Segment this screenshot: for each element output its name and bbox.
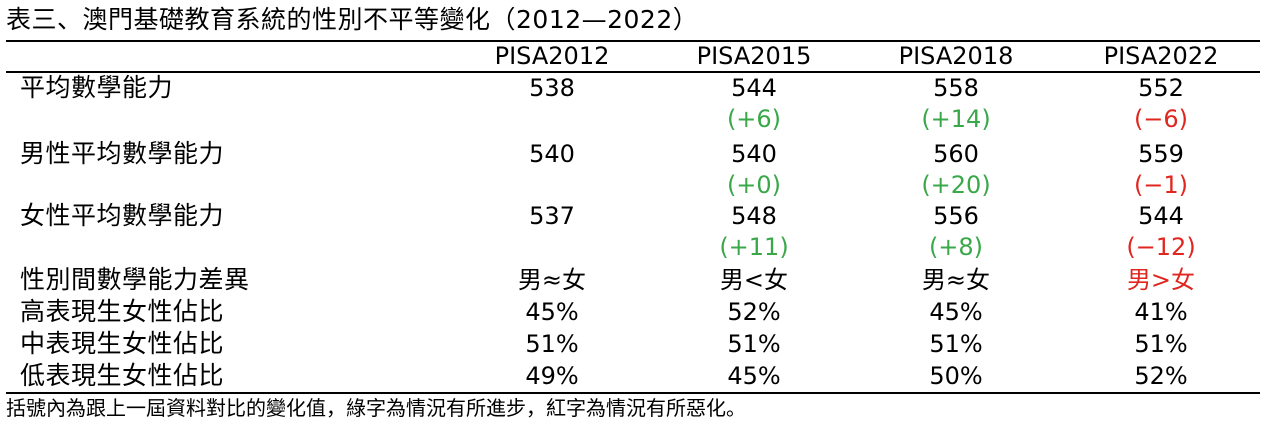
change-average-math-2015: (+6) bbox=[726, 105, 782, 133]
table-footnote: 括號內為跟上一屆資料對比的變化值，綠字為情況有所進步，紅字為情況有所惡化。 bbox=[6, 396, 746, 420]
table-title: 表三、澳門基礎教育系統的性別不平等變化（2012—2022） bbox=[6, 5, 699, 34]
bottom-rule bbox=[6, 392, 1260, 394]
cell-high-performer-2018: 45% bbox=[929, 298, 983, 326]
cell-female-math-2022: 544 bbox=[1138, 202, 1184, 230]
cell-male-math-2015: 540 bbox=[731, 140, 777, 168]
change-male-math-2018: (+20) bbox=[921, 171, 991, 199]
top-rule bbox=[6, 40, 1260, 42]
cell-high-performer-2022: 41% bbox=[1134, 298, 1188, 326]
cell-average-math-2018: 558 bbox=[933, 74, 979, 102]
cell-gender-gap-2012: 男≈女 bbox=[517, 266, 587, 294]
header-rule bbox=[6, 71, 1260, 73]
cell-mid-performer-2018: 51% bbox=[929, 330, 983, 358]
cell-average-math-2015: 544 bbox=[731, 74, 777, 102]
cell-mid-performer-2015: 51% bbox=[727, 330, 781, 358]
column-header-pisa2015: PISA2015 bbox=[696, 42, 812, 70]
column-header-pisa2018: PISA2018 bbox=[898, 42, 1014, 70]
cell-mid-performer-2022: 51% bbox=[1134, 330, 1188, 358]
change-male-math-2022: (−1) bbox=[1133, 171, 1189, 199]
cell-high-performer-2015: 52% bbox=[727, 298, 781, 326]
cell-male-math-2022: 559 bbox=[1138, 140, 1184, 168]
cell-female-math-2018: 556 bbox=[933, 202, 979, 230]
cell-low-performer-2022: 52% bbox=[1134, 362, 1188, 390]
row-label-high-performer-female-share: 高表現生女性佔比 bbox=[20, 297, 225, 326]
cell-high-performer-2012: 45% bbox=[525, 298, 579, 326]
cell-female-math-2012: 537 bbox=[529, 202, 575, 230]
column-header-pisa2012: PISA2012 bbox=[494, 42, 610, 70]
cell-low-performer-2012: 49% bbox=[525, 362, 579, 390]
row-label-mid-performer-female-share: 中表現生女性佔比 bbox=[20, 329, 225, 358]
cell-male-math-2012: 540 bbox=[529, 140, 575, 168]
cell-average-math-2022: 552 bbox=[1138, 74, 1184, 102]
cell-gender-gap-2022: 男>女 bbox=[1126, 266, 1196, 294]
change-male-math-2015: (+0) bbox=[726, 171, 782, 199]
cell-female-math-2015: 548 bbox=[731, 202, 777, 230]
row-label-male-math: 男性平均數學能力 bbox=[20, 139, 225, 168]
cell-low-performer-2015: 45% bbox=[727, 362, 781, 390]
change-average-math-2018: (+14) bbox=[921, 105, 991, 133]
column-header-pisa2022: PISA2022 bbox=[1103, 42, 1219, 70]
change-average-math-2022: (−6) bbox=[1133, 105, 1189, 133]
row-label-low-performer-female-share: 低表現生女性佔比 bbox=[20, 361, 225, 390]
row-label-average-math: 平均數學能力 bbox=[20, 73, 174, 102]
row-label-female-math: 女性平均數學能力 bbox=[20, 201, 225, 230]
change-female-math-2022: (−12) bbox=[1126, 233, 1196, 261]
cell-male-math-2018: 560 bbox=[933, 140, 979, 168]
cell-low-performer-2018: 50% bbox=[929, 362, 983, 390]
row-label-gender-gap: 性別間數學能力差異 bbox=[20, 265, 250, 294]
cell-gender-gap-2015: 男<女 bbox=[719, 266, 789, 294]
cell-gender-gap-2018: 男≈女 bbox=[921, 266, 991, 294]
cell-average-math-2012: 538 bbox=[529, 74, 575, 102]
cell-mid-performer-2012: 51% bbox=[525, 330, 579, 358]
change-female-math-2018: (+8) bbox=[928, 233, 984, 261]
change-female-math-2015: (+11) bbox=[719, 233, 789, 261]
